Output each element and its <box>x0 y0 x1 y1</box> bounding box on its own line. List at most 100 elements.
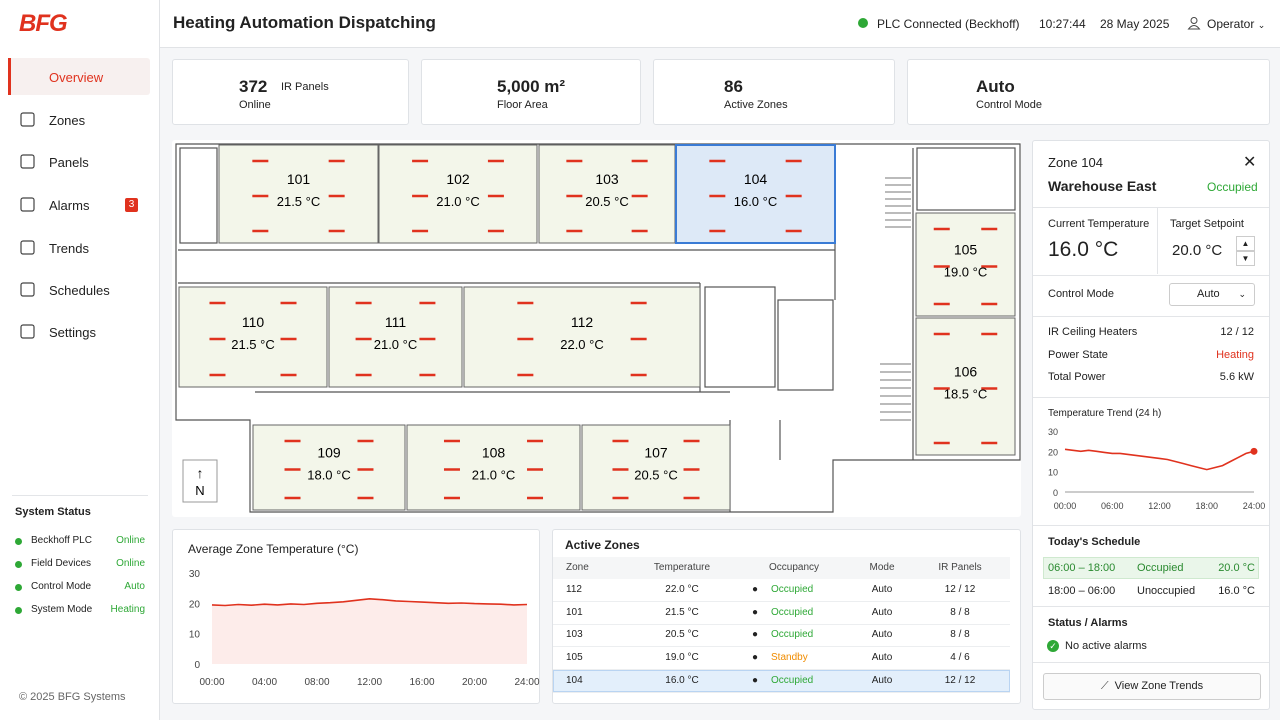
table-cell: 4 / 6 <box>950 652 970 664</box>
setpoint-up[interactable]: ▲ <box>1236 236 1255 251</box>
row-divider <box>553 601 1010 602</box>
status-dot <box>15 561 22 568</box>
table-cell: Auto <box>871 629 893 641</box>
view-trends-button[interactable]: ⟋ View Zone Trends <box>1043 673 1261 700</box>
nav-label: Alarms <box>49 198 90 213</box>
zone-temp: 21.5 °C <box>231 337 275 352</box>
logo[interactable]: BFG <box>19 10 68 37</box>
kpi-label: Active Zones <box>724 99 788 111</box>
table-header: IR Panels <box>938 562 982 573</box>
status-dot <box>15 584 22 591</box>
kpi-value: 5,000 m² <box>497 77 566 96</box>
person-icon: ● <box>752 584 759 595</box>
kpi-card <box>653 59 895 125</box>
zone <box>178 286 328 388</box>
divider <box>1033 397 1269 398</box>
x-tick-label: 08:00 <box>304 677 329 688</box>
table-header: Temperature <box>653 562 711 573</box>
status-value: Auto <box>124 581 145 592</box>
y-tick-label: 30 <box>189 569 201 580</box>
setpoint-down[interactable]: ▼ <box>1236 251 1255 266</box>
zone-temp: 22.0 °C <box>560 337 604 352</box>
kpi-value: Auto <box>976 77 1015 96</box>
nav-label: Overview <box>49 70 104 85</box>
table-cell: 22.0 °C <box>665 584 699 595</box>
divider <box>1033 316 1269 317</box>
table-cell: 104 <box>566 674 583 686</box>
zone <box>328 286 463 388</box>
y-tick-label: 30 <box>1048 427 1058 437</box>
table-cell: Occupied <box>771 606 814 618</box>
person-icon: ● <box>752 652 759 664</box>
row-divider <box>553 646 1010 648</box>
alarms-title: Status / Alarms <box>1048 617 1128 629</box>
zone-temp: 21.0 °C <box>472 468 516 483</box>
person-icon: ● <box>752 674 759 686</box>
control-mode-select[interactable]: Auto ⌄ <box>1169 283 1255 306</box>
table-cell: Auto <box>871 584 893 595</box>
divider <box>12 495 148 496</box>
status-dot <box>15 538 22 545</box>
detail-label: Total Power <box>1048 371 1106 383</box>
table-cell: Occupied <box>771 584 814 595</box>
divider <box>1033 275 1269 276</box>
date: 28 May 2025 <box>1100 17 1170 31</box>
zone <box>406 424 581 511</box>
user-menu[interactable]: Operator ⌄ <box>1207 17 1266 31</box>
zone <box>378 144 538 244</box>
current-temp: 16.0 °C <box>1048 238 1119 261</box>
zone-temp: 21.0 °C <box>374 337 418 352</box>
zone-temp: 16.0 °C <box>734 194 778 209</box>
zone-id: 105 <box>954 242 978 258</box>
zone-id: 111 <box>385 314 406 330</box>
detail-label: Power State <box>1048 348 1108 361</box>
zone-name: Warehouse East <box>1048 178 1157 194</box>
y-tick-label: 20 <box>189 599 201 610</box>
zone <box>463 286 701 388</box>
table-cell: Occupied <box>771 629 814 641</box>
zone-id: 101 <box>287 171 311 187</box>
nav-item[interactable] <box>8 58 150 95</box>
table-cell: 20.5 °C <box>665 629 699 641</box>
footer: © 2025 BFG Systems <box>19 691 126 703</box>
status-label: Field Devices <box>31 558 92 569</box>
x-tick-label: 18:00 <box>1195 501 1218 511</box>
y-tick-label: 0 <box>1053 488 1058 498</box>
user-name: Operator <box>1207 17 1255 31</box>
y-tick-label: 0 <box>194 660 200 671</box>
zone-temp: 18.0 °C <box>307 468 351 483</box>
row-divider <box>553 691 1010 693</box>
schedule-highlight <box>1043 557 1259 579</box>
detail-value: Heating <box>1216 348 1254 361</box>
status-label: Beckhoff PLC <box>31 535 92 546</box>
alarms-message: No active alarms <box>1065 640 1147 652</box>
schedule-temp: 16.0 °C <box>1218 585 1255 597</box>
nav-icon <box>20 324 35 339</box>
row-highlight <box>553 669 1010 692</box>
nav-icon <box>20 240 35 255</box>
zone-id: 104 <box>744 171 768 187</box>
nav-label: Panels <box>49 155 89 170</box>
nav-label: Schedules <box>49 283 110 298</box>
zone-temp: 21.5 °C <box>277 194 321 209</box>
table-cell: 8 / 8 <box>950 629 970 641</box>
status-dot <box>15 607 22 614</box>
table-header: Mode <box>869 562 895 573</box>
x-tick-label: 24:00 <box>514 677 539 688</box>
zone-id: 108 <box>482 445 506 461</box>
kpi-unit: IR Panels <box>281 81 329 93</box>
trend-title: Temperature Trend (24 h) <box>1048 408 1162 419</box>
status-label: Control Mode <box>31 581 92 592</box>
schedule-time: 06:00 – 18:00 <box>1048 562 1116 574</box>
table-cell: 105 <box>566 652 583 664</box>
schedule-state: Occupied <box>1137 562 1184 574</box>
table-cell: 12 / 12 <box>944 584 976 595</box>
zone-temp: 19.0 °C <box>944 265 988 280</box>
kpi-card <box>907 59 1270 125</box>
zone-title: Zone 104 <box>1048 155 1103 170</box>
divider <box>1033 662 1269 663</box>
table-cell: 16.0 °C <box>665 674 699 686</box>
close-button[interactable]: ✕ <box>1243 154 1257 171</box>
table-cell: 8 / 8 <box>950 606 970 618</box>
zone-detail-panel <box>1032 140 1270 710</box>
